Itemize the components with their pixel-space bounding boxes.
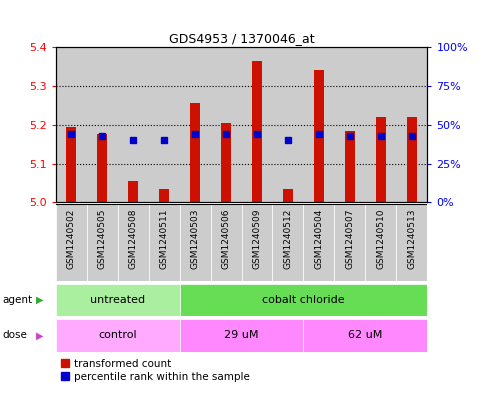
Text: GSM1240504: GSM1240504 [314,208,324,268]
Bar [407,117,417,202]
Bar [334,204,366,281]
Text: GSM1240510: GSM1240510 [376,208,385,269]
Bar [180,47,211,202]
Bar [376,117,386,202]
Text: GSM1240509: GSM1240509 [253,208,261,269]
Bar [211,204,242,281]
Bar [180,284,427,316]
Text: 62 uM: 62 uM [348,331,383,340]
Bar [313,70,325,202]
Bar [252,61,262,202]
Bar [180,204,211,281]
Bar [117,47,149,202]
Bar [66,127,76,202]
Bar [56,47,86,202]
Text: cobalt chloride: cobalt chloride [262,295,345,305]
Bar [397,47,427,202]
Bar [303,319,427,352]
Text: ▶: ▶ [36,295,44,305]
Text: GSM1240511: GSM1240511 [159,208,169,269]
Bar [272,47,303,202]
Bar [180,319,303,352]
Text: control: control [98,331,137,340]
Text: untreated: untreated [90,295,145,305]
Text: GSM1240505: GSM1240505 [98,208,107,269]
Bar [117,204,149,281]
Text: GSM1240506: GSM1240506 [222,208,230,269]
Text: dose: dose [2,331,28,340]
Text: GSM1240508: GSM1240508 [128,208,138,269]
Bar [149,204,180,281]
Text: GSM1240502: GSM1240502 [67,208,75,268]
Bar [190,103,200,202]
Bar [272,204,303,281]
Bar [97,134,107,202]
Text: GSM1240507: GSM1240507 [345,208,355,269]
Bar [334,47,366,202]
Bar [366,47,397,202]
Bar [158,189,170,202]
Bar [303,204,334,281]
Bar [242,47,272,202]
Bar [397,204,427,281]
Bar [344,130,355,202]
Text: GSM1240503: GSM1240503 [190,208,199,269]
Text: GSM1240513: GSM1240513 [408,208,416,269]
Bar [303,47,334,202]
Bar [366,204,397,281]
Bar [128,181,139,202]
Bar [242,204,272,281]
Text: GSM1240512: GSM1240512 [284,208,293,268]
Bar [211,47,242,202]
Bar [56,204,86,281]
Bar [86,204,117,281]
Bar [221,123,231,202]
Title: GDS4953 / 1370046_at: GDS4953 / 1370046_at [169,31,314,44]
Text: ▶: ▶ [36,331,44,340]
Bar [283,189,293,202]
Bar [86,47,117,202]
Bar [149,47,180,202]
Legend: transformed count, percentile rank within the sample: transformed count, percentile rank withi… [61,359,250,382]
Bar [56,319,180,352]
Text: 29 uM: 29 uM [224,331,259,340]
Bar [56,284,180,316]
Text: agent: agent [2,295,32,305]
